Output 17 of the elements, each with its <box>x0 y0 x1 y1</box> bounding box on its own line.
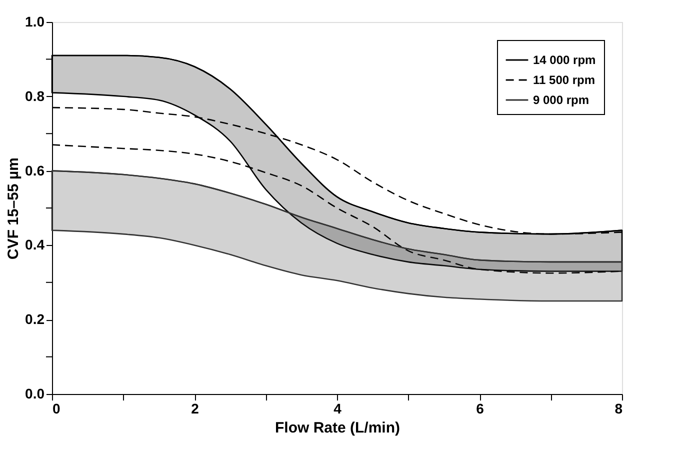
x-axis-title: Flow Rate (L/min) <box>275 420 400 436</box>
y-tick-label: 0.0 <box>25 386 45 402</box>
x-tick-label: 8 <box>614 400 623 416</box>
legend-label: 11 500 rpm <box>533 73 596 87</box>
x-tick-label: 4 <box>334 400 342 416</box>
y-axis-title: CVF 15–55 µm <box>5 157 22 260</box>
y-tick-label: 0.2 <box>25 311 45 328</box>
x-tick-label: 6 <box>476 400 484 416</box>
y-tick-label: 0.6 <box>25 162 45 178</box>
line-series <box>51 170 623 263</box>
y-tick-label: 0.4 <box>25 236 45 253</box>
legend-label: 9 000 rpm <box>533 93 590 107</box>
y-tick-label: 1.0 <box>25 14 45 30</box>
legend-label: 14 000 rpm <box>533 53 596 67</box>
x-tick-label: 2 <box>191 400 200 416</box>
x-tick-label: 0 <box>52 400 60 416</box>
y-tick-label: 0.8 <box>25 88 45 104</box>
